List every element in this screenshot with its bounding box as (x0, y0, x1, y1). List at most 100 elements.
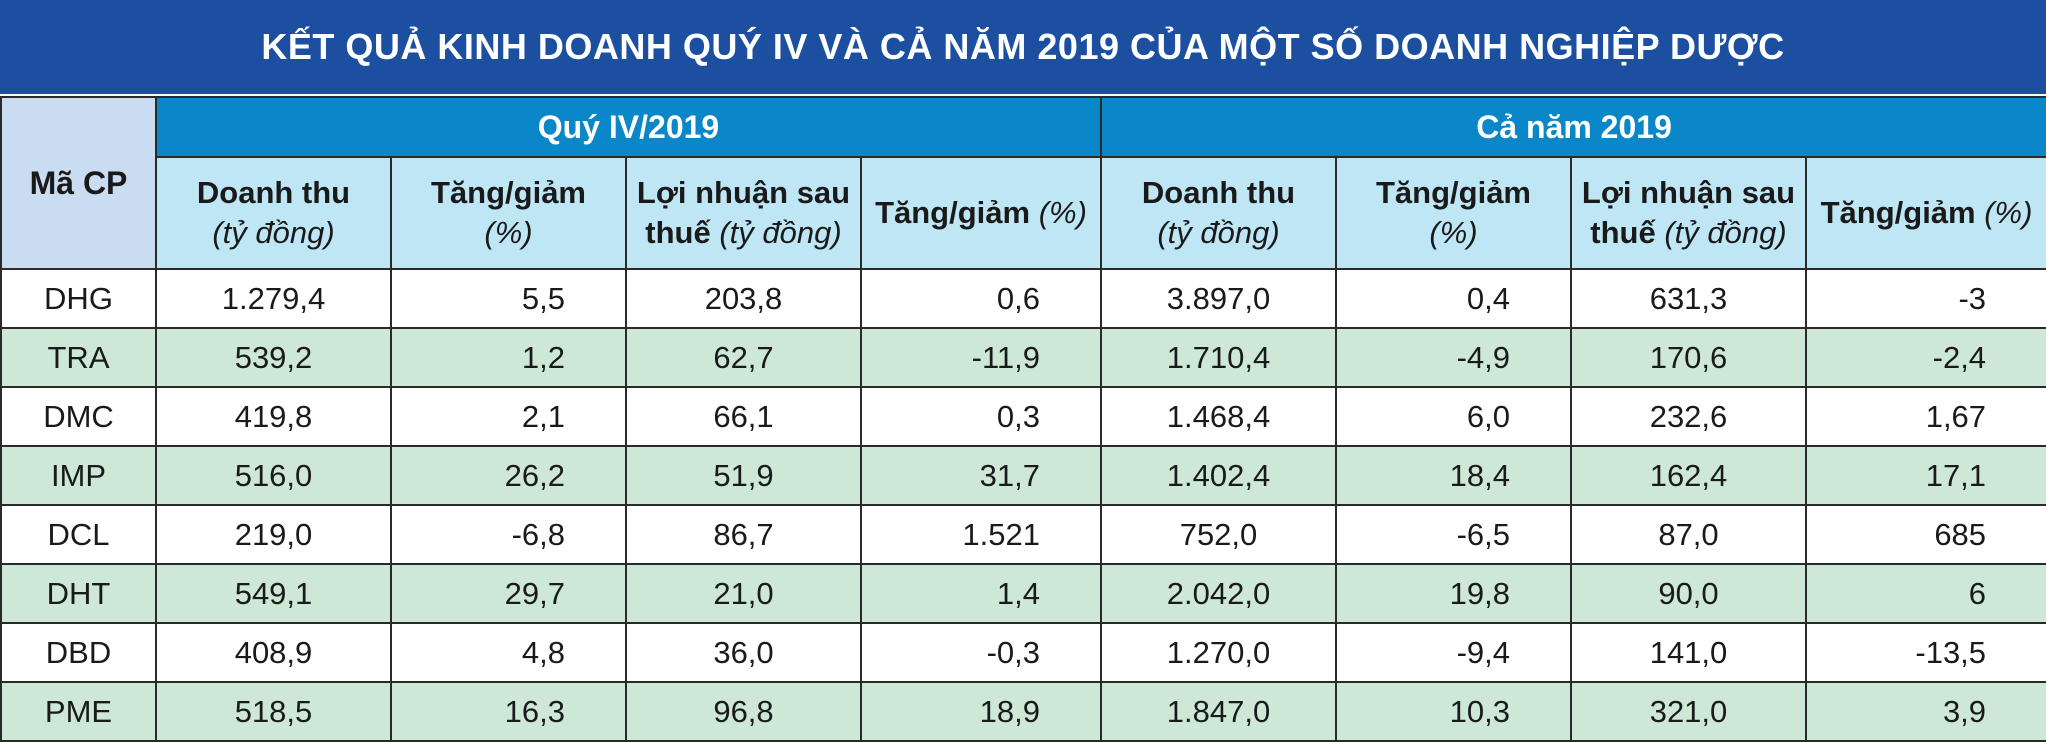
cell-year-revenue-change: 18,4 (1335, 445, 1572, 506)
cell-q4-revenue-change: 16,3 (390, 681, 627, 742)
table-row: TRA 539,2 1,2 62,7 -11,9 1.710,4 -4,9 17… (0, 327, 2046, 388)
cell-year-profit: 321,0 (1570, 681, 1807, 742)
header-label: thuế (1590, 215, 1656, 250)
column-header-code: Mã CP (0, 96, 157, 270)
cell-year-revenue-change: -6,5 (1335, 504, 1572, 565)
cell-q4-profit-change: 1,4 (860, 563, 1102, 624)
column-header-year-revenue: Doanh thu (tỷ đồng) (1100, 156, 1337, 270)
header-label: Doanh thu (1141, 174, 1296, 210)
table-row: DMC 419,8 2,1 66,1 0,3 1.468,4 6,0 232,6… (0, 386, 2046, 447)
cell-year-revenue: 2.042,0 (1100, 563, 1337, 624)
cell-q4-revenue-change: -6,8 (390, 504, 627, 565)
cell-code: DCL (0, 504, 157, 565)
header-unit: (tỷ đồng) (1664, 215, 1787, 250)
cell-q4-revenue-change: 29,7 (390, 563, 627, 624)
cell-code: DMC (0, 386, 157, 447)
column-header-year-profit-change: Tăng/giảm (%) (1804, 156, 2046, 270)
table-row: DCL 219,0 -6,8 86,7 1.521 752,0 -6,5 87,… (0, 504, 2046, 565)
cell-year-revenue-change: -4,9 (1335, 327, 1572, 388)
cell-q4-profit: 51,9 (625, 445, 862, 506)
cell-code: DBD (0, 622, 157, 683)
cell-year-revenue: 3.897,0 (1100, 268, 1337, 329)
cell-year-profit-change: -2,4 (1804, 327, 2046, 388)
column-header-q4-profit: Lợi nhuận sau thuế (tỷ đồng) (625, 156, 862, 270)
cell-year-profit-change: 3,9 (1804, 681, 2046, 742)
column-header-year-revenue-change: Tăng/giảm (%) (1335, 156, 1572, 270)
cell-q4-profit: 66,1 (625, 386, 862, 447)
cell-year-revenue: 1.468,4 (1100, 386, 1337, 447)
cell-year-revenue-change: 6,0 (1335, 386, 1572, 447)
header-label: Doanh thu (196, 174, 351, 210)
cell-year-revenue-change: 10,3 (1335, 681, 1572, 742)
cell-year-revenue-change: -9,4 (1335, 622, 1572, 683)
cell-year-profit-change: 6 (1804, 563, 2046, 624)
cell-year-profit: 170,6 (1570, 327, 1807, 388)
cell-q4-revenue: 408,9 (155, 622, 392, 683)
cell-q4-profit: 21,0 (625, 563, 862, 624)
page-title: KẾT QUẢ KINH DOANH QUÝ IV VÀ CẢ NĂM 2019… (0, 0, 2046, 96)
cell-q4-revenue-change: 5,5 (390, 268, 627, 329)
table-row: DBD 408,9 4,8 36,0 -0,3 1.270,0 -9,4 141… (0, 622, 2046, 683)
header-label: thuế (645, 215, 711, 250)
cell-q4-profit-change: 1.521 (860, 504, 1102, 565)
cell-year-profit-change: -13,5 (1804, 622, 2046, 683)
cell-year-profit: 90,0 (1570, 563, 1807, 624)
header-unit: (%) (1429, 215, 1478, 250)
column-header-year-profit: Lợi nhuận sau thuế (tỷ đồng) (1570, 156, 1807, 270)
cell-year-profit: 162,4 (1570, 445, 1807, 506)
cell-q4-revenue: 219,0 (155, 504, 392, 565)
column-header-q4-revenue-change: Tăng/giảm (%) (390, 156, 627, 270)
cell-q4-revenue: 549,1 (155, 563, 392, 624)
cell-year-profit-change: 1,67 (1804, 386, 2046, 447)
cell-q4-revenue: 516,0 (155, 445, 392, 506)
header-unit: (%) (484, 215, 533, 250)
cell-q4-profit: 36,0 (625, 622, 862, 683)
header-unit: (%) (1038, 194, 1087, 230)
cell-code: DHT (0, 563, 157, 624)
cell-q4-revenue: 1.279,4 (155, 268, 392, 329)
cell-code: DHG (0, 268, 157, 329)
header-unit: (tỷ đồng) (1157, 215, 1280, 250)
cell-q4-profit-change: -0,3 (860, 622, 1102, 683)
cell-q4-revenue: 419,8 (155, 386, 392, 447)
header-unit: (tỷ đồng) (719, 215, 842, 250)
cell-year-profit-change: 685 (1804, 504, 2046, 565)
cell-year-revenue: 1.402,4 (1100, 445, 1337, 506)
cell-q4-profit: 96,8 (625, 681, 862, 742)
cell-q4-profit: 62,7 (625, 327, 862, 388)
cell-code: TRA (0, 327, 157, 388)
cell-year-revenue: 752,0 (1100, 504, 1337, 565)
cell-q4-profit: 203,8 (625, 268, 862, 329)
cell-q4-revenue: 518,5 (155, 681, 392, 742)
cell-q4-revenue-change: 4,8 (390, 622, 627, 683)
cell-q4-profit-change: 0,6 (860, 268, 1102, 329)
header-unit: (%) (1984, 194, 2033, 230)
header-label: Lợi nhuận sau (636, 174, 851, 210)
cell-q4-revenue-change: 2,1 (390, 386, 627, 447)
header-label: Tăng/giảm (1820, 194, 1976, 230)
cell-q4-profit-change: 0,3 (860, 386, 1102, 447)
header-label: Lợi nhuận sau (1581, 174, 1796, 210)
header-label: Tăng/giảm (875, 194, 1031, 230)
cell-code: PME (0, 681, 157, 742)
cell-year-profit-change: 17,1 (1804, 445, 2046, 506)
cell-year-revenue-change: 19,8 (1335, 563, 1572, 624)
cell-q4-profit-change: -11,9 (860, 327, 1102, 388)
cell-year-revenue: 1.847,0 (1100, 681, 1337, 742)
results-table: Mã CP Quý IV/2019 Cả năm 2019 Doanh thu … (0, 96, 2046, 742)
table-row: PME 518,5 16,3 96,8 18,9 1.847,0 10,3 32… (0, 681, 2046, 742)
cell-q4-profit-change: 18,9 (860, 681, 1102, 742)
header-label: Tăng/giảm (430, 174, 586, 210)
cell-q4-revenue: 539,2 (155, 327, 392, 388)
cell-year-revenue: 1.710,4 (1100, 327, 1337, 388)
header-label: Tăng/giảm (1375, 174, 1531, 210)
group-header-q4: Quý IV/2019 (155, 96, 1102, 158)
cell-q4-profit: 86,7 (625, 504, 862, 565)
cell-year-revenue: 1.270,0 (1100, 622, 1337, 683)
cell-year-profit: 87,0 (1570, 504, 1807, 565)
table-row: IMP 516,0 26,2 51,9 31,7 1.402,4 18,4 16… (0, 445, 2046, 506)
cell-q4-revenue-change: 1,2 (390, 327, 627, 388)
cell-year-profit-change: -3 (1804, 268, 2046, 329)
cell-year-profit: 232,6 (1570, 386, 1807, 447)
